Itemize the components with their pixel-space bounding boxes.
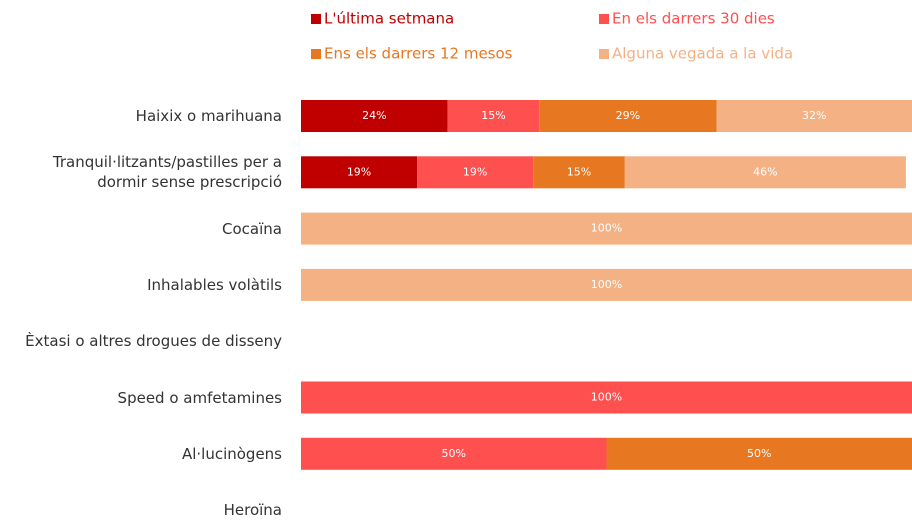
page: {"chart_data": {"type": "stacked-bar", "… (0, 0, 912, 518)
legend-swatch (311, 14, 321, 24)
data-label: 24% (362, 109, 386, 122)
data-label: 100% (591, 391, 622, 404)
data-label: 32% (802, 109, 826, 122)
data-label: 15% (481, 109, 505, 122)
data-label: 100% (591, 222, 622, 235)
category-label: Inhalables volàtils (12, 263, 282, 307)
legend-label: Ens els darrers 12 mesos (324, 45, 513, 63)
data-label: 50% (747, 447, 771, 460)
category-label: Al·lucinògens (12, 432, 282, 476)
legend-swatch (599, 14, 609, 24)
category-label: Èxtasi o altres drogues de disseny (12, 319, 282, 363)
data-label: 46% (753, 165, 777, 178)
category-label: Haixix o marihuana (12, 94, 282, 138)
legend-swatch (311, 49, 321, 59)
data-label: 15% (567, 165, 591, 178)
legend-label: En els darrers 30 dies (612, 10, 775, 28)
data-label: 100% (591, 278, 622, 291)
category-label: Heroïna (12, 488, 282, 532)
data-label: 29% (616, 109, 640, 122)
legend-swatch (599, 49, 609, 59)
data-label: 19% (347, 165, 371, 178)
data-label: 19% (463, 165, 487, 178)
data-label: 50% (442, 447, 466, 460)
category-label: Cocaïna (12, 207, 282, 251)
legend-label: L'última setmana (324, 10, 454, 28)
legend-label: Alguna vegada a la vida (612, 45, 793, 63)
category-label: Tranquil·litzants/pastilles per a dormir… (12, 150, 282, 194)
category-label: Speed o amfetamines (12, 376, 282, 420)
